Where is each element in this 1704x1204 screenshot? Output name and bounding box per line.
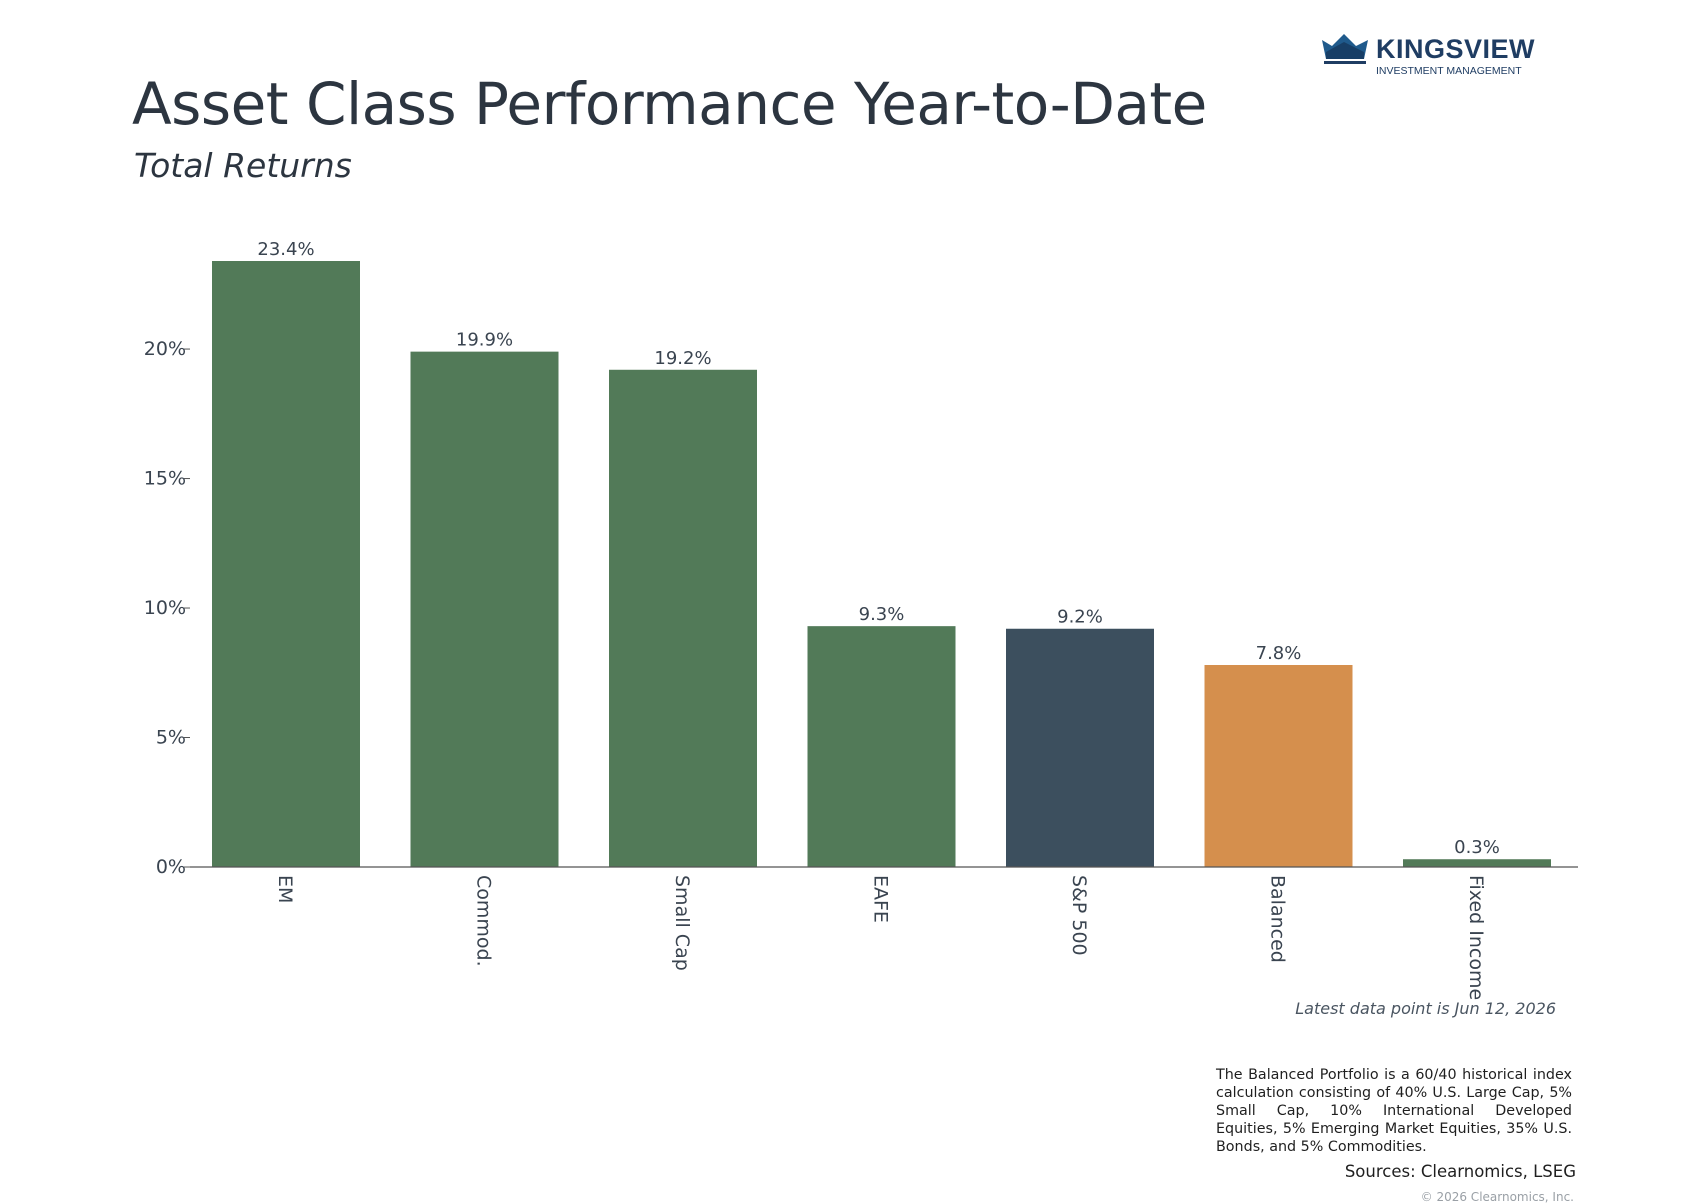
data-label: 9.3% [859, 604, 905, 625]
balanced-portfolio-footnote: The Balanced Portfolio is a 60/40 histor… [1216, 1067, 1572, 1155]
x-tick-label: S&P 500 [1068, 875, 1090, 956]
sources-note: Sources: Clearnomics, LSEG [1344, 1162, 1576, 1181]
page-subtitle: Total Returns [134, 146, 352, 185]
x-tick-label: Balanced [1267, 875, 1289, 963]
latest-data-note: Latest data point is Jun 12, 2026 [1295, 999, 1556, 1018]
data-label: 0.3% [1454, 837, 1500, 858]
bar [410, 351, 559, 868]
y-tick-label: 15% [144, 468, 186, 490]
x-tick-label: EM [274, 875, 296, 903]
data-label: 23.4% [257, 239, 314, 260]
data-label: 19.2% [654, 348, 711, 369]
bar [1204, 665, 1353, 867]
logo-name: KINGSVIEW [1376, 34, 1536, 64]
data-label: 19.9% [456, 330, 513, 351]
copyright-note: © 2026 Clearnomics, Inc. [1420, 1190, 1574, 1204]
data-label: 9.2% [1057, 607, 1103, 628]
y-tick-label: 20% [144, 338, 186, 360]
x-tick-label: Fixed Income [1465, 875, 1487, 1000]
x-tick-label: EAFE [870, 875, 892, 923]
x-tick-label: Commod. [473, 875, 495, 967]
bar [1006, 628, 1154, 867]
y-tick-label: 5% [156, 727, 186, 749]
kingsview-logo: KINGSVIEW INVESTMENT MANAGEMENT [1320, 30, 1542, 82]
bar [609, 369, 757, 867]
y-tick-label: 0% [156, 856, 186, 878]
page-title: Asset Class Performance Year-to-Date [132, 70, 1207, 138]
y-tick-label: 10% [144, 597, 186, 619]
crown-icon [1322, 34, 1368, 64]
x-tick-label: Small Cap [671, 875, 693, 971]
bar [807, 626, 956, 867]
data-label: 7.8% [1256, 643, 1302, 664]
bar [212, 261, 360, 867]
logo-tagline: INVESTMENT MANAGEMENT [1376, 65, 1522, 77]
bar [1403, 859, 1551, 867]
